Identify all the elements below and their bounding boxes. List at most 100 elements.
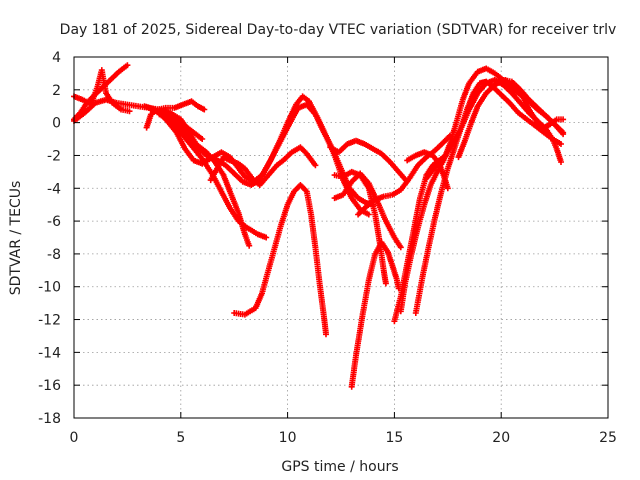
data-point bbox=[329, 146, 332, 149]
data-point bbox=[203, 108, 206, 111]
data-point bbox=[374, 213, 377, 216]
y-tick-label: -18 bbox=[38, 411, 61, 427]
data-point bbox=[237, 162, 240, 165]
data-point bbox=[442, 157, 445, 160]
data-point bbox=[350, 170, 353, 174]
data-point bbox=[354, 354, 358, 357]
data-point bbox=[551, 137, 554, 141]
chart-title: Day 181 of 2025, Sidereal Day-to-day VTE… bbox=[60, 22, 617, 38]
y-tick-label: -2 bbox=[47, 148, 61, 164]
data-point bbox=[324, 333, 328, 336]
data-point bbox=[258, 183, 261, 187]
y-tick-label: 4 bbox=[52, 50, 61, 66]
data-point bbox=[254, 306, 257, 310]
data-point bbox=[423, 203, 426, 206]
data-point bbox=[164, 106, 167, 110]
data-point bbox=[549, 123, 552, 126]
data-point bbox=[388, 160, 392, 164]
x-tick-label: 20 bbox=[492, 430, 510, 446]
data-point bbox=[476, 105, 479, 108]
y-tick-label: -10 bbox=[38, 280, 61, 296]
x-tick-label: 5 bbox=[176, 430, 185, 446]
data-point bbox=[346, 142, 349, 146]
data-point bbox=[196, 105, 200, 108]
data-point bbox=[485, 91, 488, 95]
data-point bbox=[442, 173, 445, 177]
data-point bbox=[280, 223, 283, 226]
data-point bbox=[222, 173, 225, 177]
data-point bbox=[145, 126, 148, 129]
data-point bbox=[213, 160, 217, 164]
data-point bbox=[416, 164, 420, 167]
data-point bbox=[519, 101, 522, 105]
data-point bbox=[282, 134, 285, 137]
data-point bbox=[314, 113, 317, 116]
y-tick-label: -4 bbox=[47, 181, 61, 197]
data-point bbox=[476, 70, 479, 74]
data-point bbox=[391, 193, 394, 196]
data-point bbox=[425, 177, 428, 180]
data-point bbox=[414, 154, 417, 157]
data-point bbox=[371, 147, 375, 151]
data-point bbox=[243, 233, 247, 236]
series-track bbox=[423, 77, 564, 182]
data-point bbox=[519, 90, 522, 93]
data-point bbox=[542, 131, 546, 134]
data-point bbox=[245, 226, 249, 229]
data-point bbox=[215, 167, 219, 170]
data-point bbox=[273, 151, 276, 154]
data-point bbox=[397, 287, 400, 290]
data-point bbox=[96, 85, 99, 88]
data-point bbox=[495, 82, 499, 85]
data-point bbox=[128, 110, 131, 113]
data-point bbox=[104, 98, 108, 101]
data-point bbox=[384, 219, 388, 223]
series-track bbox=[145, 101, 376, 208]
data-point bbox=[337, 151, 341, 154]
x-axis-label: GPS time / hours bbox=[281, 459, 398, 475]
data-point bbox=[510, 85, 514, 88]
data-point bbox=[374, 252, 377, 256]
data-point bbox=[126, 103, 129, 106]
data-point bbox=[228, 190, 232, 193]
data-point bbox=[397, 170, 400, 174]
data-point bbox=[536, 121, 539, 124]
y-tick-label: -14 bbox=[38, 345, 61, 361]
data-point bbox=[361, 315, 364, 318]
data-point bbox=[233, 311, 236, 315]
series-track bbox=[404, 149, 451, 192]
data-point bbox=[243, 313, 247, 316]
data-point bbox=[433, 149, 437, 152]
data-point bbox=[431, 154, 434, 157]
data-point bbox=[260, 292, 264, 295]
data-point bbox=[81, 98, 84, 101]
data-point bbox=[427, 246, 430, 249]
data-point bbox=[382, 269, 385, 272]
data-point bbox=[485, 82, 488, 85]
data-point bbox=[429, 183, 432, 187]
data-point bbox=[233, 172, 236, 175]
data-point bbox=[100, 68, 104, 72]
data-point bbox=[527, 98, 531, 101]
data-point bbox=[299, 183, 302, 187]
data-point bbox=[209, 178, 212, 182]
data-point bbox=[359, 172, 362, 175]
data-point bbox=[290, 151, 294, 154]
data-point bbox=[305, 190, 308, 193]
data-point bbox=[228, 159, 232, 162]
data-point bbox=[290, 118, 294, 121]
data-point bbox=[350, 385, 353, 388]
y-tick-label: 0 bbox=[52, 116, 61, 132]
data-point bbox=[299, 146, 302, 149]
data-point bbox=[517, 111, 520, 115]
series-track bbox=[231, 182, 329, 338]
data-point bbox=[527, 108, 531, 111]
data-point bbox=[384, 282, 388, 285]
data-point bbox=[450, 142, 454, 146]
data-point bbox=[117, 70, 121, 74]
data-point bbox=[356, 213, 360, 216]
data-point bbox=[333, 196, 336, 200]
data-point bbox=[158, 113, 161, 116]
data-point bbox=[339, 167, 343, 170]
data-point bbox=[446, 167, 449, 170]
